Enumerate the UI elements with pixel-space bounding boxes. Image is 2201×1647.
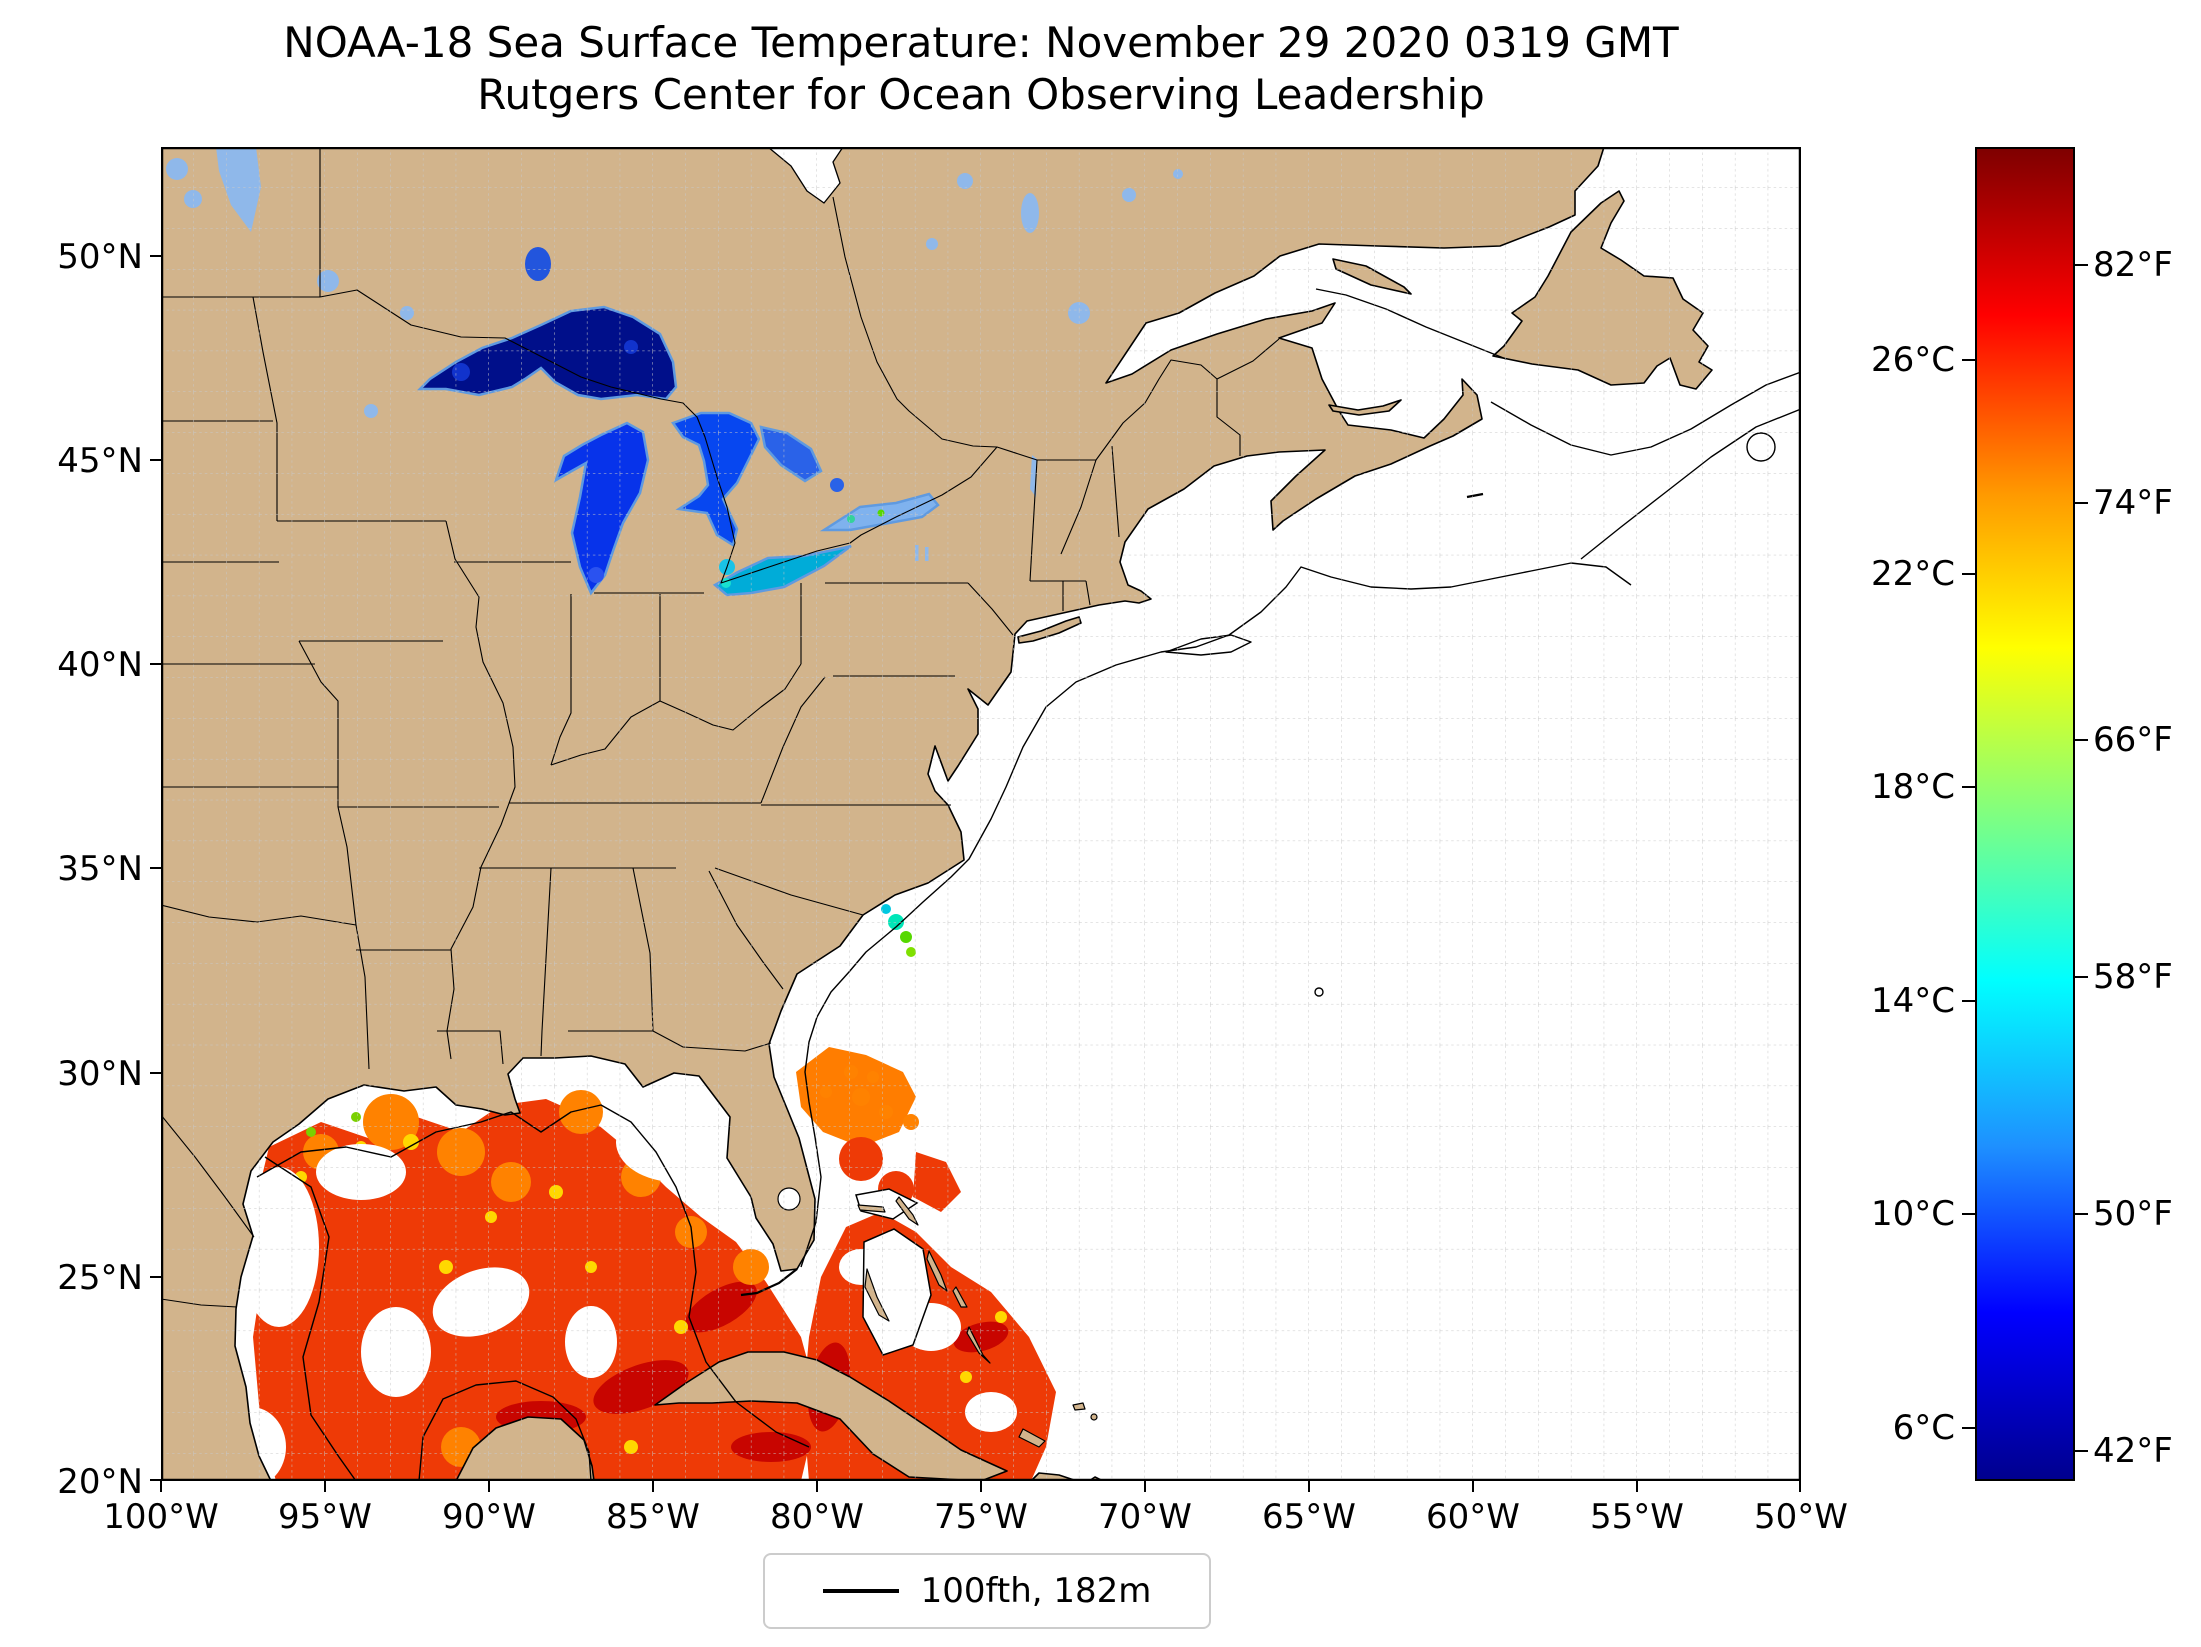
- graticule-grid: [161, 147, 1801, 1481]
- x-tick-label: 80°W: [770, 1497, 864, 1537]
- x-tick-label: 75°W: [934, 1497, 1028, 1537]
- x-tick-mark: [980, 1481, 982, 1492]
- x-tick-mark: [324, 1481, 326, 1492]
- colorbar-tick-mark: [1962, 786, 1975, 788]
- y-tick-mark: [150, 663, 161, 665]
- y-tick-mark: [150, 459, 161, 461]
- legend-line-symbol: [822, 1589, 899, 1593]
- figure-title: NOAA-18 Sea Surface Temperature: Novembe…: [283, 18, 1679, 67]
- y-tick-label: 35°N: [57, 849, 143, 889]
- colorbar-celsius-label: 6°C: [1892, 1408, 1955, 1448]
- colorbar-celsius-label: 18°C: [1870, 767, 1955, 807]
- x-tick-mark: [1636, 1481, 1638, 1492]
- x-tick-label: 65°W: [1262, 1497, 1356, 1537]
- colorbar-fahrenheit-label: 42°F: [2093, 1431, 2173, 1471]
- colorbar-tick-mark: [2075, 1213, 2088, 1215]
- x-tick-label: 70°W: [1098, 1497, 1192, 1537]
- colorbar-tick-mark: [2075, 1450, 2088, 1452]
- colorbar-tick-mark: [2075, 502, 2088, 504]
- x-tick-label: 90°W: [442, 1497, 536, 1537]
- y-tick-label: 20°N: [57, 1462, 143, 1502]
- colorbar-tick-mark: [2075, 976, 2088, 978]
- x-tick-mark: [1799, 1481, 1801, 1492]
- x-tick-mark: [1144, 1481, 1146, 1492]
- x-tick-label: 55°W: [1590, 1497, 1684, 1537]
- x-tick-mark: [160, 1481, 162, 1492]
- x-tick-label: 85°W: [606, 1497, 700, 1537]
- colorbar-tick-mark: [1962, 1000, 1975, 1002]
- legend-label: 100fth, 182m: [920, 1571, 1152, 1611]
- y-tick-label: 30°N: [57, 1054, 143, 1094]
- y-tick-label: 25°N: [57, 1258, 143, 1298]
- colorbar: [1975, 147, 2075, 1481]
- x-tick-label: 50°W: [1754, 1497, 1848, 1537]
- y-tick-mark: [150, 1479, 161, 1481]
- x-tick-mark: [652, 1481, 654, 1492]
- colorbar-tick-mark: [1962, 1427, 1975, 1429]
- colorbar-celsius-label: 26°C: [1870, 340, 1955, 380]
- colorbar-fahrenheit-label: 66°F: [2093, 720, 2173, 760]
- y-tick-mark: [150, 1276, 161, 1278]
- colorbar-tick-mark: [1962, 359, 1975, 361]
- plot-frame: [161, 147, 1801, 1481]
- colorbar-celsius-label: 14°C: [1870, 981, 1955, 1021]
- y-tick-label: 50°N: [57, 237, 143, 277]
- colorbar-celsius-label: 10°C: [1870, 1194, 1955, 1234]
- y-tick-mark: [150, 867, 161, 869]
- y-tick-label: 40°N: [57, 645, 143, 685]
- plot-area: [161, 147, 1801, 1481]
- colorbar-fahrenheit-label: 58°F: [2093, 957, 2173, 997]
- y-tick-mark: [150, 255, 161, 257]
- colorbar-tick-mark: [1962, 1213, 1975, 1215]
- y-tick-label: 45°N: [57, 441, 143, 481]
- colorbar-tick-mark: [2075, 264, 2088, 266]
- colorbar-tick-mark: [1962, 573, 1975, 575]
- x-tick-mark: [816, 1481, 818, 1492]
- y-tick-mark: [150, 1072, 161, 1074]
- x-tick-label: 95°W: [278, 1497, 372, 1537]
- figure-subtitle: Rutgers Center for Ocean Observing Leade…: [477, 70, 1485, 119]
- x-tick-label: 100°W: [103, 1497, 219, 1537]
- x-tick-mark: [1472, 1481, 1474, 1492]
- legend: 100fth, 182m: [763, 1553, 1211, 1629]
- colorbar-fahrenheit-label: 74°F: [2093, 483, 2173, 523]
- x-tick-label: 60°W: [1426, 1497, 1520, 1537]
- x-tick-mark: [488, 1481, 490, 1492]
- colorbar-tick-mark: [2075, 739, 2088, 741]
- colorbar-fahrenheit-label: 82°F: [2093, 245, 2173, 285]
- colorbar-celsius-label: 22°C: [1870, 554, 1955, 594]
- map-svg: [161, 147, 1801, 1481]
- colorbar-fahrenheit-label: 50°F: [2093, 1194, 2173, 1234]
- x-tick-mark: [1308, 1481, 1310, 1492]
